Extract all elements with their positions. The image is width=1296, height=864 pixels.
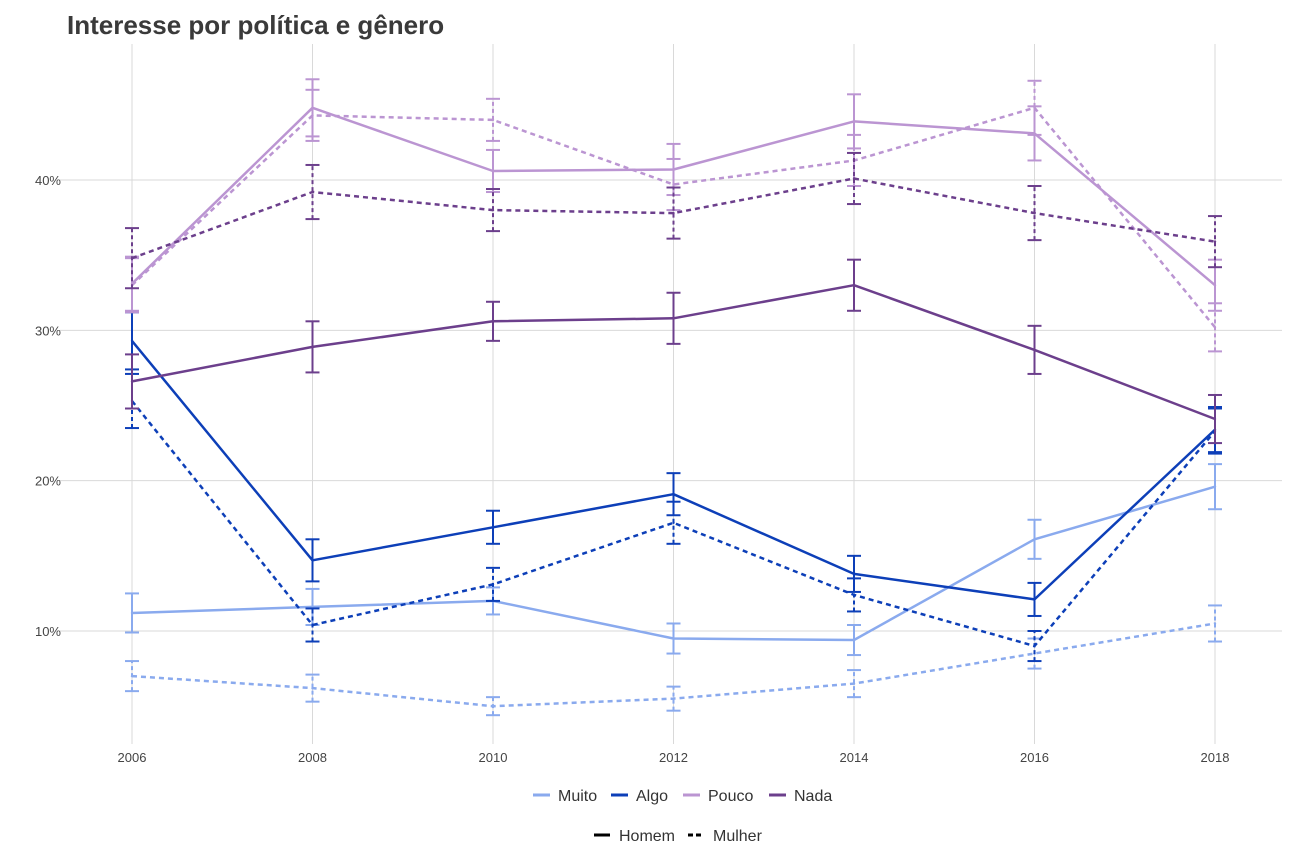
data-point [130,339,134,343]
legend-item-pouco: Pouco [683,788,753,805]
x-tick-label: 2014 [840,750,869,765]
x-tick-label: 2018 [1201,750,1230,765]
series-nada-mulher [125,151,1222,290]
data-point [130,256,134,260]
error-bar [1027,79,1042,136]
data-point [311,106,314,110]
data-point [130,674,134,678]
data-point [1033,538,1036,541]
color-legend: Muito Algo Pouco Nada [533,788,832,805]
error-bar [305,88,320,142]
data-point [1033,348,1036,352]
legend-label: Mulher [713,828,763,845]
data-point [130,380,134,383]
data-point [1033,106,1036,110]
data-point [1213,240,1217,243]
legend-item-algo: Algo [611,788,668,805]
data-point [311,190,314,194]
data-point [852,572,856,576]
axis-ticks: 2006 2008 2010 2012 2014 2016 2018 10% 20% 30% 40% [35,173,1229,765]
y-tick-label: 10% [35,624,61,639]
legend-item-nada: Nada [769,788,832,805]
error-bar [666,186,681,240]
data-point [672,168,675,171]
error-bar [666,685,681,712]
data-point [1033,211,1036,215]
x-tick-label: 2010 [479,750,508,765]
x-tick-label: 2016 [1020,750,1049,765]
data-point [852,284,856,287]
data-point [672,697,675,700]
data-point [852,638,856,642]
data-point [852,682,856,685]
data-point [491,169,495,173]
data-point [491,583,495,586]
data-point [491,526,495,529]
data-point [852,177,856,180]
error-bar [1027,185,1042,242]
data-point [1033,644,1036,648]
legend-item-homem: Homem [594,828,675,845]
x-tick-label: 2008 [298,750,327,765]
y-tick-label: 40% [35,173,61,188]
data-point [672,211,675,215]
data-point [672,521,675,524]
legend-label: Homem [619,828,675,845]
x-tick-label: 2012 [659,750,688,765]
data-point [311,114,314,117]
data-point [672,637,675,640]
data-point [852,593,856,597]
linetype-legend: Homem Mulher [594,828,763,845]
data-point [130,611,134,615]
data-point [491,208,495,212]
data-point [311,623,314,627]
data-point [1033,598,1036,601]
data-point [311,686,314,690]
data-point [1213,284,1217,287]
data-point [1213,485,1217,488]
data-point [1213,622,1217,625]
legend-label: Muito [558,788,597,805]
error-bar [305,163,320,221]
series-lines [125,78,1222,717]
error-bar [847,669,861,699]
data-point [311,345,314,349]
data-point [672,183,675,186]
error-bar [847,151,861,206]
error-bar [1208,604,1222,643]
data-point [672,317,675,320]
data-point [491,704,495,708]
data-point [491,118,495,122]
data-point [1213,326,1217,329]
chart-title: Interesse por política e gênero [67,10,444,40]
data-point [672,492,675,496]
data-point [1213,417,1217,421]
error-bar [305,673,320,703]
x-tick-label: 2006 [118,750,147,765]
data-point [852,120,856,123]
error-bar [1208,215,1222,269]
legend-item-muito: Muito [533,788,597,805]
data-point [311,559,314,562]
y-tick-label: 20% [35,474,61,489]
series-nada-homem [125,258,1222,445]
legend-label: Pouco [708,788,753,805]
legend-label: Nada [794,788,832,805]
y-tick-label: 30% [35,323,61,338]
legend-label: Algo [636,788,668,805]
legend-item-mulher: Mulher [688,828,763,845]
data-point [491,320,495,323]
